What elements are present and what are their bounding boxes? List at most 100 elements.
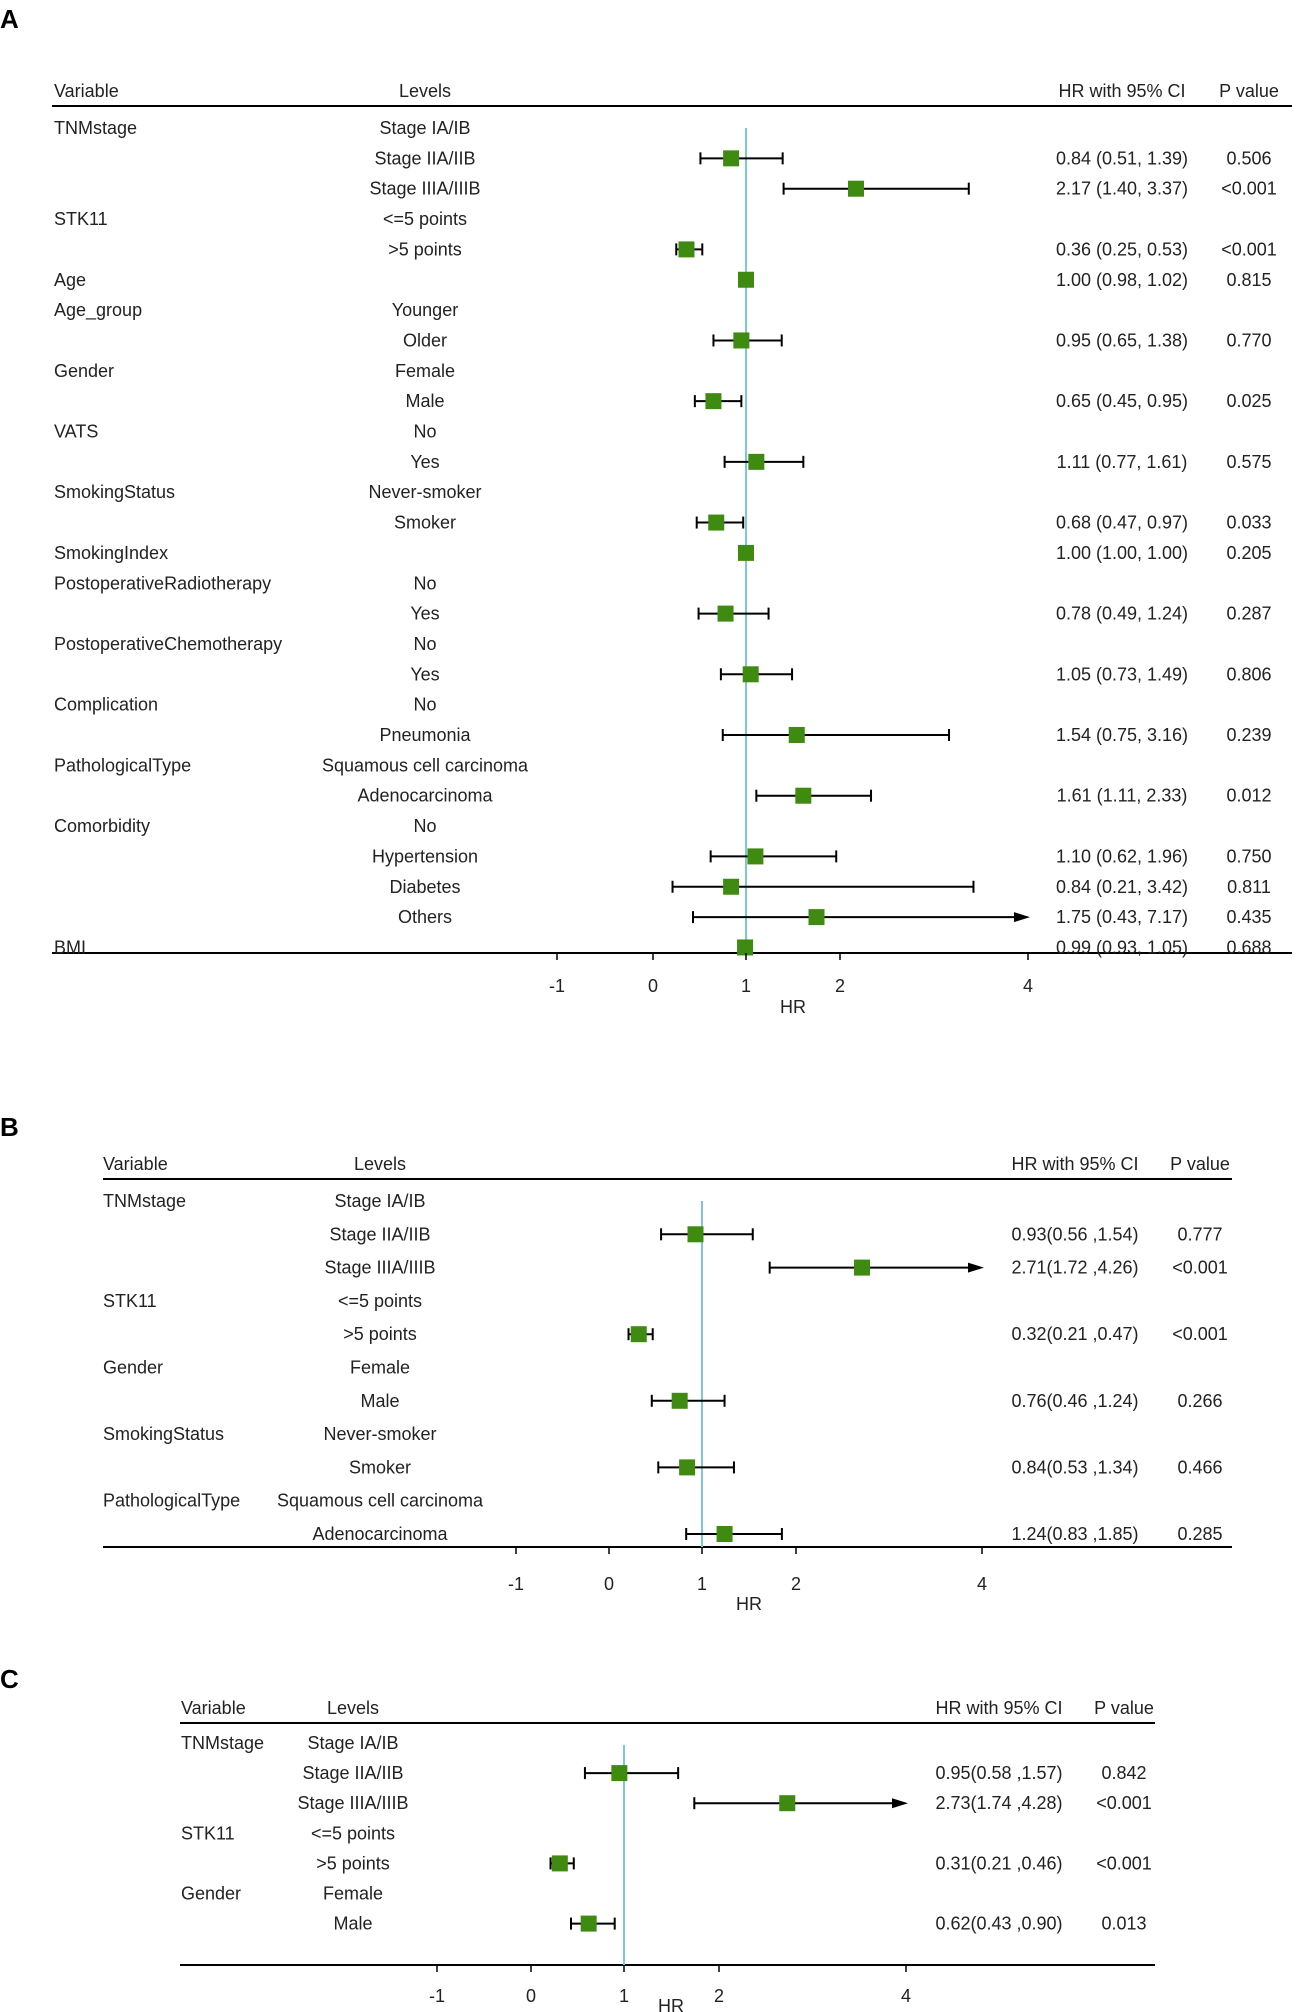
panel-label: C <box>0 1664 19 1694</box>
hr-ci-value: 1.54 (0.75, 3.16) <box>1056 725 1188 745</box>
table-row: Gender Female <box>103 1358 410 1378</box>
p-value: 0.239 <box>1226 725 1271 745</box>
x-axis-label: HR <box>736 1594 762 1614</box>
table-row: SmokingStatus Never-smoker <box>54 482 482 502</box>
level-label: Stage IIIA/IIIB <box>369 179 480 199</box>
variable-label: TNMstage <box>54 118 137 138</box>
x-axis-label: HR <box>780 997 806 1017</box>
table-row: SmokingIndex 1.00 (1.00, 1.00) 0.205 <box>54 543 1272 563</box>
p-value: 0.815 <box>1226 270 1271 290</box>
table-row: Age 1.00 (0.98, 1.02) 0.815 <box>54 270 1272 290</box>
column-header-hr: HR with 95% CI <box>1058 81 1185 101</box>
hr-point-marker <box>679 1459 696 1476</box>
level-label: Male <box>360 1391 399 1411</box>
p-value: <0.001 <box>1096 1793 1152 1813</box>
hr-point-marker <box>742 666 759 683</box>
column-header-variable: Variable <box>103 1154 168 1174</box>
table-row: Stage IIIA/IIIB 2.17 (1.40, 3.37) <0.001 <box>369 179 1276 199</box>
level-label: Stage IIA/IIB <box>374 148 475 168</box>
hr-point-marker <box>738 271 754 288</box>
p-value: 0.575 <box>1226 452 1271 472</box>
hr-ci-value: 0.36 (0.25, 0.53) <box>1056 239 1188 259</box>
table-row: Male 0.62(0.43 ,0.90) 0.013 <box>333 1914 1146 1934</box>
level-label: No <box>413 695 436 715</box>
table-row: Male 0.76(0.46 ,1.24) 0.266 <box>360 1391 1222 1411</box>
table-row: Gender Female <box>181 1884 383 1904</box>
axis-tick-label: -1 <box>549 976 565 996</box>
hr-point-marker <box>733 332 750 349</box>
p-value: <0.001 <box>1096 1853 1152 1873</box>
level-label: <=5 points <box>383 209 467 229</box>
hr-point-marker <box>671 1392 688 1409</box>
p-value: <0.001 <box>1221 239 1277 259</box>
table-row: >5 points 0.31(0.21 ,0.46) <0.001 <box>316 1853 1152 1873</box>
table-row: PostoperativeRadiotherapy No <box>54 573 437 593</box>
variable-label: Age <box>54 270 86 290</box>
hr-ci-value: 1.75 (0.43, 7.17) <box>1056 907 1188 927</box>
axis-tick-label: 4 <box>1023 976 1033 996</box>
table-row: STK11 <=5 points <box>181 1823 395 1843</box>
hr-point-marker <box>788 727 805 743</box>
panel-label: B <box>0 1112 19 1142</box>
hr-point-marker <box>705 393 722 410</box>
p-value: 0.811 <box>1227 877 1271 897</box>
table-row: Stage IIIA/IIIB 2.71(1.72 ,4.26) <0.001 <box>324 1258 1227 1278</box>
table-row: Yes 1.05 (0.73, 1.49) 0.806 <box>410 664 1271 684</box>
table-row: TNMstage Stage IA/IB <box>103 1191 426 1211</box>
level-label: Squamous cell carcinoma <box>277 1491 484 1511</box>
p-value: 0.205 <box>1226 543 1271 563</box>
level-label: Adenocarcinoma <box>312 1524 448 1544</box>
axis-tick-label: 2 <box>835 976 845 996</box>
hr-point-marker <box>687 1226 704 1243</box>
variable-label: PostoperativeRadiotherapy <box>54 573 271 593</box>
hr-point-marker <box>779 1795 796 1812</box>
hr-point-marker <box>737 939 754 956</box>
table-row: Pneumonia 1.54 (0.75, 3.16) 0.239 <box>379 725 1271 745</box>
level-label: Male <box>333 1914 372 1934</box>
level-label: Never-smoker <box>323 1424 436 1444</box>
level-label: <=5 points <box>311 1823 395 1843</box>
table-row: Stage IIIA/IIIB 2.73(1.74 ,4.28) <0.001 <box>297 1793 1151 1813</box>
hr-ci-value: 1.10 (0.62, 1.96) <box>1056 846 1188 866</box>
p-value: <0.001 <box>1172 1258 1228 1278</box>
hr-point-marker <box>748 453 765 470</box>
p-value: 0.506 <box>1226 148 1271 168</box>
level-label: Yes <box>410 452 439 472</box>
table-row: STK11 <=5 points <box>54 209 467 229</box>
level-label: >5 points <box>388 239 462 259</box>
column-header-levels: Levels <box>399 81 451 101</box>
variable-label: STK11 <box>181 1823 235 1843</box>
table-row: Comorbidity No <box>54 816 437 836</box>
hr-point-marker <box>630 1326 647 1343</box>
level-label: Never-smoker <box>368 482 481 502</box>
hr-ci-value: 0.99 (0.93, 1.05) <box>1056 937 1188 957</box>
hr-ci-value: 2.17 (1.40, 3.37) <box>1056 179 1188 199</box>
table-row: Hypertension 1.10 (0.62, 1.96) 0.750 <box>372 846 1272 866</box>
level-label: No <box>413 573 436 593</box>
hr-point-marker <box>847 180 864 197</box>
forest-panel-a: A Variable Levels HR with 95% CI P value TNMs… <box>0 4 1292 1017</box>
variable-label: Gender <box>103 1358 163 1378</box>
hr-point-marker <box>854 1259 871 1276</box>
p-value: 0.842 <box>1101 1763 1146 1783</box>
ci-arrow <box>892 1798 908 1809</box>
hr-point-marker <box>795 787 812 804</box>
axis-tick-label: 1 <box>697 1574 707 1594</box>
hr-ci-value: 1.05 (0.73, 1.49) <box>1056 664 1188 684</box>
hr-ci-value: 1.11 (0.77, 1.61) <box>1057 452 1188 472</box>
table-row: TNMstage Stage IA/IB <box>54 118 471 138</box>
variable-label: PostoperativeChemotherapy <box>54 634 282 654</box>
variable-label: TNMstage <box>103 1191 186 1211</box>
level-label: Adenocarcinoma <box>357 786 493 806</box>
table-row: PostoperativeChemotherapy No <box>54 634 437 654</box>
table-row: Complication No <box>54 695 437 715</box>
axis-tick-label: 2 <box>791 1574 801 1594</box>
variable-label: Age_group <box>54 300 142 321</box>
forest-panel-c: C Variable Levels HR with 95% CI P value TNMs… <box>0 1664 1155 2012</box>
level-label: Hypertension <box>372 846 478 866</box>
table-row: Gender Female <box>54 361 455 381</box>
hr-point-marker <box>708 514 725 531</box>
level-label: No <box>413 422 436 442</box>
table-row: Yes 1.11 (0.77, 1.61) 0.575 <box>410 452 1271 472</box>
level-label: No <box>413 816 436 836</box>
